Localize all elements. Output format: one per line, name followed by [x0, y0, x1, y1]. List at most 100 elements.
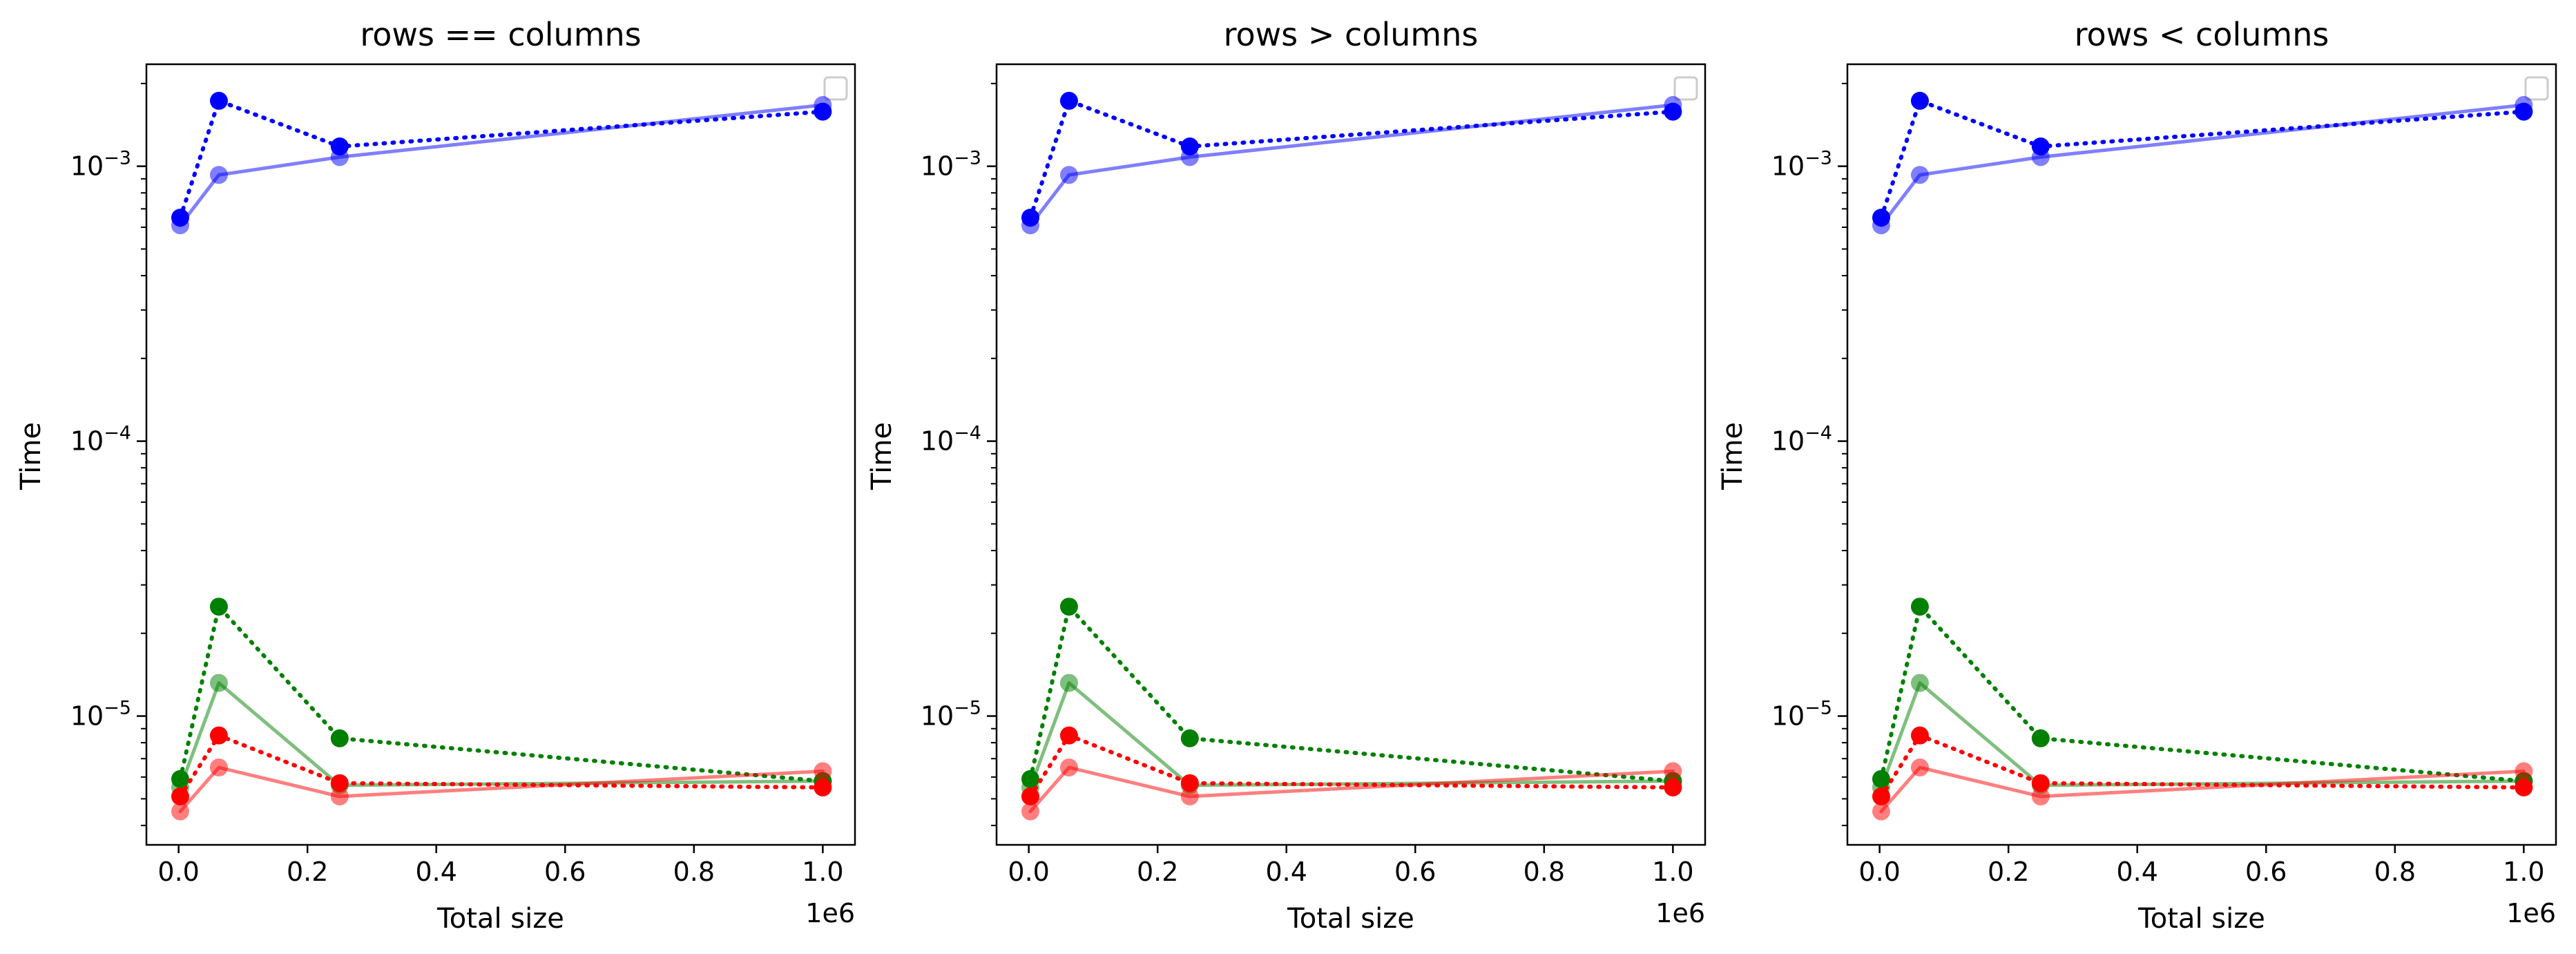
data-point	[1910, 91, 1929, 110]
series-line	[1028, 604, 1675, 783]
subplot-title: rows > columns	[1224, 16, 1479, 53]
y-axis-label: Time	[15, 422, 47, 490]
data-point	[330, 787, 349, 805]
data-point	[1872, 802, 1890, 821]
data-point	[1872, 787, 1890, 805]
subplot-title: rows < columns	[2075, 16, 2329, 53]
data-point	[2515, 102, 2533, 121]
y-axis-label: Time	[866, 422, 898, 490]
y-tick-label: 10−3	[70, 148, 131, 182]
data-point	[209, 674, 228, 692]
data-point	[1910, 726, 1929, 745]
plot-area	[171, 91, 832, 821]
data-point	[1059, 91, 1078, 110]
data-point	[330, 774, 349, 792]
x-tick-label: 1.0	[2503, 857, 2544, 887]
data-point	[1021, 209, 1039, 227]
x-tick-label: 0.0	[1858, 857, 1900, 887]
data-point	[2515, 762, 2533, 781]
axis-ticks: 0.0 0.2 0.4 0.6 0.8 1.0 10−5 10−4 10−3	[1771, 82, 2545, 887]
data-point	[330, 137, 349, 156]
legend-box	[823, 76, 848, 101]
x-tick-label: 0.2	[1137, 857, 1178, 887]
data-point	[2031, 729, 2050, 747]
data-point	[209, 598, 228, 616]
data-point	[1059, 726, 1078, 745]
x-tick-label: 0.8	[673, 857, 715, 887]
y-axis-label: Time	[1717, 422, 1749, 490]
data-point	[330, 729, 349, 747]
data-point	[1180, 774, 1199, 792]
x-tick-label: 0.2	[287, 857, 328, 887]
y-tick-label: 10−4	[921, 423, 981, 457]
axis-ticks: 0.0 0.2 0.4 0.6 0.8 1.0 10−5 10−4 10−3	[70, 82, 844, 887]
data-point	[1664, 102, 1682, 121]
series-line	[178, 604, 825, 783]
series-line	[178, 733, 825, 799]
x-tick-label: 1.0	[802, 857, 843, 887]
data-point	[2031, 774, 2050, 792]
data-point	[209, 759, 228, 777]
data-point	[2031, 787, 2050, 805]
data-point	[1059, 598, 1078, 616]
data-point	[1180, 729, 1199, 747]
data-point	[1910, 759, 1929, 777]
data-point	[2515, 778, 2533, 796]
y-tick-label: 10−4	[70, 423, 131, 457]
data-point	[1910, 674, 1929, 692]
x-axis-label: Total size	[436, 903, 564, 935]
series-line	[1879, 765, 2526, 814]
subplot-rows-equal-columns: rows == columns Total size Time 1e6 0.0 0…	[15, 16, 856, 935]
x-tick-label: 0.2	[1988, 857, 2029, 887]
series-line	[1879, 604, 2526, 783]
data-point	[1664, 778, 1682, 796]
series-line	[178, 765, 825, 814]
data-point	[209, 91, 228, 110]
data-point	[1021, 770, 1039, 788]
x-tick-label: 0.8	[1524, 857, 1565, 887]
subplot-title: rows == columns	[360, 16, 641, 53]
data-point	[1910, 166, 1929, 184]
data-point	[814, 102, 832, 121]
data-point	[1059, 674, 1078, 692]
legend-box	[1673, 76, 1698, 101]
data-point	[1180, 787, 1199, 805]
x-tick-label: 0.4	[416, 857, 457, 887]
x-tick-label: 0.4	[1266, 857, 1307, 887]
x-tick-label: 0.6	[2245, 857, 2287, 887]
legend-box	[2524, 76, 2549, 101]
x-tick-label: 0.4	[2117, 857, 2158, 887]
series-line	[1028, 98, 1675, 220]
y-tick-label: 10−5	[921, 698, 981, 732]
data-point	[1021, 787, 1039, 805]
data-point	[1180, 137, 1199, 156]
data-point	[171, 787, 189, 805]
data-point	[171, 770, 189, 788]
data-point	[1910, 598, 1929, 616]
axes-frame	[145, 63, 856, 846]
x-offset-label: 1e6	[1655, 898, 1705, 928]
axis-ticks: 0.0 0.2 0.4 0.6 0.8 1.0 10−5 10−4 10−3	[921, 82, 1694, 887]
data-point	[171, 802, 189, 821]
data-point	[2031, 137, 2050, 156]
data-point	[814, 778, 832, 796]
subplot-rows-less-than-columns: rows < columns Total size Time 1e6 0.0 0.…	[1717, 16, 2557, 935]
axes-frame	[1846, 63, 2557, 846]
data-point	[171, 209, 189, 227]
x-tick-label: 0.6	[544, 857, 586, 887]
axes-frame	[995, 63, 1707, 846]
series-line	[178, 98, 825, 220]
subplot-rows-greater-than-columns: rows > columns Total size Time 1e6 0.0 0.…	[866, 16, 1707, 935]
data-point	[1059, 166, 1078, 184]
x-offset-label: 1e6	[2506, 898, 2556, 928]
plot-area	[1021, 91, 1682, 821]
x-tick-label: 0.0	[157, 857, 199, 887]
y-tick-label: 10−5	[70, 698, 131, 732]
x-axis-label: Total size	[2137, 903, 2265, 935]
y-tick-label: 10−4	[1771, 423, 1832, 457]
series-line	[1879, 98, 2526, 220]
y-tick-label: 10−5	[1771, 698, 1832, 732]
data-point	[1664, 762, 1682, 781]
